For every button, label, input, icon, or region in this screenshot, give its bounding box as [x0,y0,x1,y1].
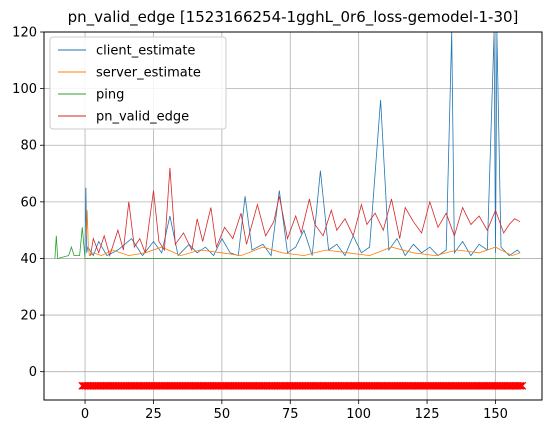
x-tick-label: 150 [483,407,508,422]
legend-label: ping [96,88,124,103]
y-tick-label: 60 [20,195,37,210]
chart-title: pn_valid_edge [1523166254-1gghL_0r6_loss… [68,8,519,27]
y-tick-label: 20 [20,309,37,324]
x-tick-label: 25 [145,407,162,422]
x-tick-label: 50 [214,407,231,422]
y-tick-label: 40 [20,252,37,267]
legend-label: server_estimate [96,66,201,81]
y-tick-label: 120 [12,26,37,41]
y-tick-label: 0 [29,365,37,380]
series-pn-valid-edge [91,168,521,256]
y-tick-label: 100 [12,82,37,97]
x-tick-label: 100 [346,407,371,422]
legend-label: client_estimate [96,44,195,59]
y-tick-label: 80 [20,139,37,154]
x-tick-label: 0 [81,407,89,422]
legend-label: pn_valid_edge [96,110,189,125]
x-tick-label: 125 [415,407,440,422]
x-tick-label: 75 [282,407,299,422]
x-markers [79,382,526,389]
